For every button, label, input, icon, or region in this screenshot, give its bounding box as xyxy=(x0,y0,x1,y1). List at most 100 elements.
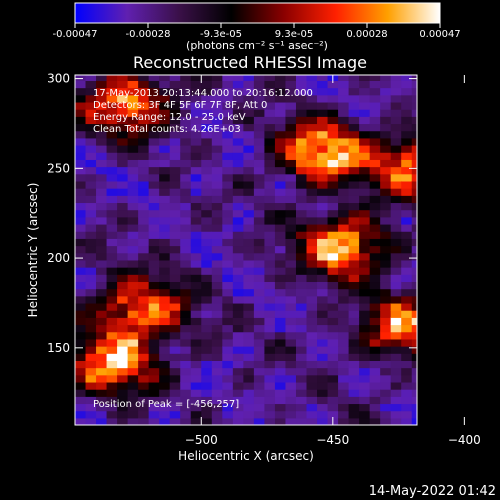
heatmap-cell xyxy=(85,259,97,268)
heatmap-cell xyxy=(159,331,171,340)
heatmap-cell xyxy=(169,353,181,361)
heatmap-cell xyxy=(222,302,234,311)
heatmap-cell xyxy=(306,216,318,225)
heatmap-cell xyxy=(117,302,129,311)
heatmap-cell xyxy=(390,403,402,412)
x-axis-label: Heliocentric X (arcsec) xyxy=(178,449,314,463)
footer-timestamp: 14-May-2022 01:42 xyxy=(369,484,496,499)
heatmap-cell xyxy=(327,302,339,311)
heatmap-cell xyxy=(348,410,360,419)
heatmap-cell xyxy=(190,80,202,89)
heatmap-cell xyxy=(390,166,402,175)
heatmap-cell xyxy=(201,145,213,153)
heatmap-cell xyxy=(211,109,223,117)
heatmap-cell xyxy=(348,403,360,412)
heatmap-cell xyxy=(390,295,402,304)
heatmap-cell xyxy=(75,130,87,139)
heatmap-cell xyxy=(201,324,213,333)
heatmap-cell xyxy=(180,367,192,376)
heatmap-cell xyxy=(117,374,129,383)
heatmap-cell xyxy=(359,324,371,333)
heatmap-cell xyxy=(106,259,118,268)
heatmap-cell xyxy=(232,259,244,268)
heatmap-cell xyxy=(348,101,360,110)
heatmap-cell xyxy=(295,209,308,218)
heatmap-cell xyxy=(148,367,160,376)
heatmap-cell xyxy=(127,396,139,405)
heatmap-cell xyxy=(159,87,171,96)
heatmap-cell xyxy=(222,101,234,110)
heatmap-cell xyxy=(380,367,392,376)
heatmap-cell xyxy=(348,123,360,132)
heatmap-cell xyxy=(411,116,417,125)
heatmap-cell xyxy=(411,259,417,268)
heatmap-cell xyxy=(253,317,266,326)
heatmap-cell xyxy=(85,331,97,340)
heatmap-cell xyxy=(274,288,287,297)
heatmap-cell xyxy=(159,152,171,160)
heatmap-cell xyxy=(285,209,297,218)
heatmap-cell xyxy=(85,166,97,175)
heatmap-cell xyxy=(295,137,308,146)
heatmap-cell xyxy=(85,202,97,211)
heatmap-cell xyxy=(253,159,266,168)
heatmap-cell xyxy=(338,338,350,347)
heatmap-cell xyxy=(390,94,402,103)
heatmap-cell xyxy=(117,403,129,412)
heatmap-cell xyxy=(390,324,402,333)
heatmap xyxy=(75,75,417,425)
heatmap-cell xyxy=(327,259,339,268)
heatmap-cell xyxy=(243,403,255,412)
heatmap-cell xyxy=(253,324,266,333)
heatmap-cell xyxy=(169,324,181,333)
heatmap-cell xyxy=(159,281,171,290)
heatmap-cell xyxy=(232,317,244,326)
heatmap-cell xyxy=(138,75,150,81)
heatmap-cell xyxy=(138,317,150,326)
heatmap-cell xyxy=(148,267,160,275)
heatmap-cell xyxy=(359,231,371,239)
heatmap-cell xyxy=(401,116,413,125)
heatmap-cell xyxy=(211,223,223,232)
heatmap-cell xyxy=(232,152,244,160)
heatmap-cell xyxy=(338,130,350,139)
heatmap-cell xyxy=(338,274,350,283)
heatmap-cell xyxy=(117,367,129,376)
heatmap-cell xyxy=(138,281,150,290)
heatmap-cell xyxy=(327,288,339,297)
heatmap-cell xyxy=(201,367,213,376)
heatmap-cell xyxy=(180,166,192,175)
heatmap-cell xyxy=(274,87,287,96)
heatmap-cell xyxy=(338,238,350,247)
heatmap-cell xyxy=(401,295,413,304)
heatmap-cell xyxy=(190,324,202,333)
heatmap-cell xyxy=(180,389,192,397)
heatmap-cell xyxy=(411,317,417,326)
heatmap-cell xyxy=(222,353,234,361)
heatmap-cell xyxy=(338,137,350,146)
heatmap-cell xyxy=(306,231,318,239)
heatmap-cell xyxy=(317,267,329,275)
heatmap-cell xyxy=(338,381,350,390)
heatmap-cell xyxy=(159,116,171,125)
heatmap-cell xyxy=(148,152,160,160)
heatmap-cell xyxy=(243,346,255,354)
heatmap-cell xyxy=(401,209,413,218)
heatmap-cell xyxy=(180,331,192,340)
heatmap-cell xyxy=(390,410,402,419)
heatmap-cell xyxy=(222,202,234,211)
heatmap-cell xyxy=(75,195,87,204)
heatmap-cell xyxy=(190,288,202,297)
heatmap-cell xyxy=(401,137,413,146)
heatmap-cell xyxy=(359,245,371,254)
heatmap-cell xyxy=(243,396,255,405)
heatmap-cell xyxy=(380,245,392,254)
heatmap-cell xyxy=(369,216,381,225)
heatmap-cell xyxy=(338,310,350,318)
heatmap-cell xyxy=(359,310,371,318)
heatmap-cell xyxy=(338,410,350,419)
heatmap-cell xyxy=(169,223,181,232)
heatmap-cell xyxy=(369,259,381,268)
heatmap-cell xyxy=(317,188,329,196)
heatmap-cell xyxy=(390,173,402,182)
